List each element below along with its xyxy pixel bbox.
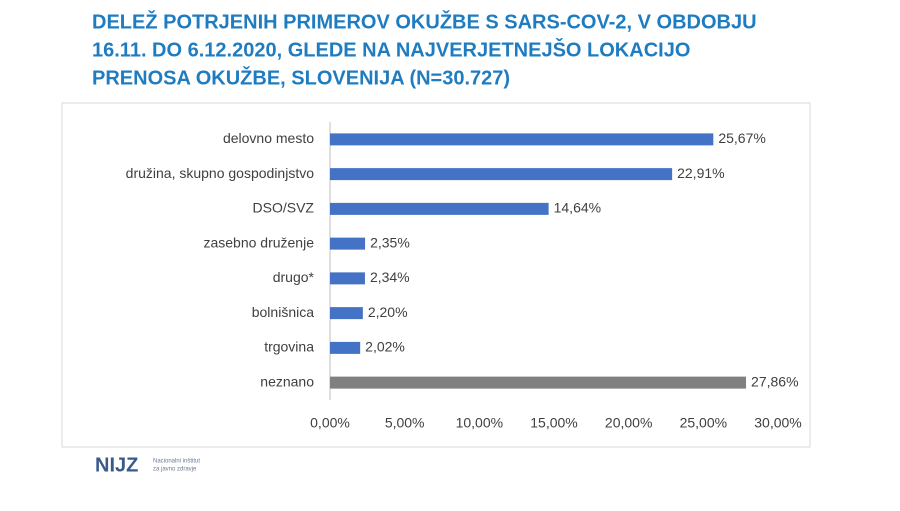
value-label: 2,35%	[370, 234, 410, 250]
bar	[330, 237, 366, 250]
y-tick-label: bolnišnica	[252, 304, 314, 320]
value-label: 2,20%	[368, 304, 408, 320]
x-tick-label: 0,00%	[310, 415, 350, 431]
title-line: 16.11. DO 6.12.2020, GLEDE NA NAJVERJETN…	[92, 37, 690, 61]
bar	[330, 376, 747, 389]
y-tick-label: delovno mesto	[223, 130, 314, 146]
y-tick-label: trgovina	[264, 339, 314, 355]
value-label: 27,86%	[751, 373, 798, 389]
x-tick-label: 30,00%	[754, 415, 801, 431]
title-line: PRENOSA OKUŽBE, SLOVENIJA (N=30.727)	[92, 65, 510, 89]
bar	[330, 202, 549, 215]
y-tick-label: zasebno druženje	[203, 234, 314, 250]
logo-text: Nacionalni inštitut	[153, 459, 200, 465]
y-tick-label: drugo*	[273, 269, 315, 285]
y-tick-label: neznano	[260, 373, 314, 389]
x-tick-label: 10,00%	[456, 415, 503, 431]
value-label: 14,64%	[554, 200, 601, 216]
chart-frame	[61, 102, 811, 448]
logo-name: NIJZ	[95, 454, 138, 476]
value-label: 25,67%	[718, 130, 765, 146]
bar	[330, 307, 363, 320]
y-tick-label: družina, skupno gospodinjstvo	[126, 165, 315, 181]
bar	[330, 341, 361, 354]
x-tick-label: 5,00%	[385, 415, 425, 431]
bar	[330, 272, 365, 285]
bar	[330, 168, 673, 181]
value-label: 2,34%	[370, 269, 410, 285]
x-tick-label: 15,00%	[530, 415, 577, 431]
x-tick-label: 20,00%	[605, 415, 652, 431]
value-label: 22,91%	[677, 165, 724, 181]
logo-text: za javno zdravje	[153, 467, 197, 473]
y-tick-label: DSO/SVZ	[253, 200, 315, 216]
x-tick-label: 25,00%	[680, 415, 727, 431]
value-label: 2,02%	[365, 339, 405, 355]
title-line: DELEŽ POTRJENIH PRIMEROV OKUŽBE S SARS-C…	[92, 9, 757, 33]
bar	[330, 133, 714, 146]
